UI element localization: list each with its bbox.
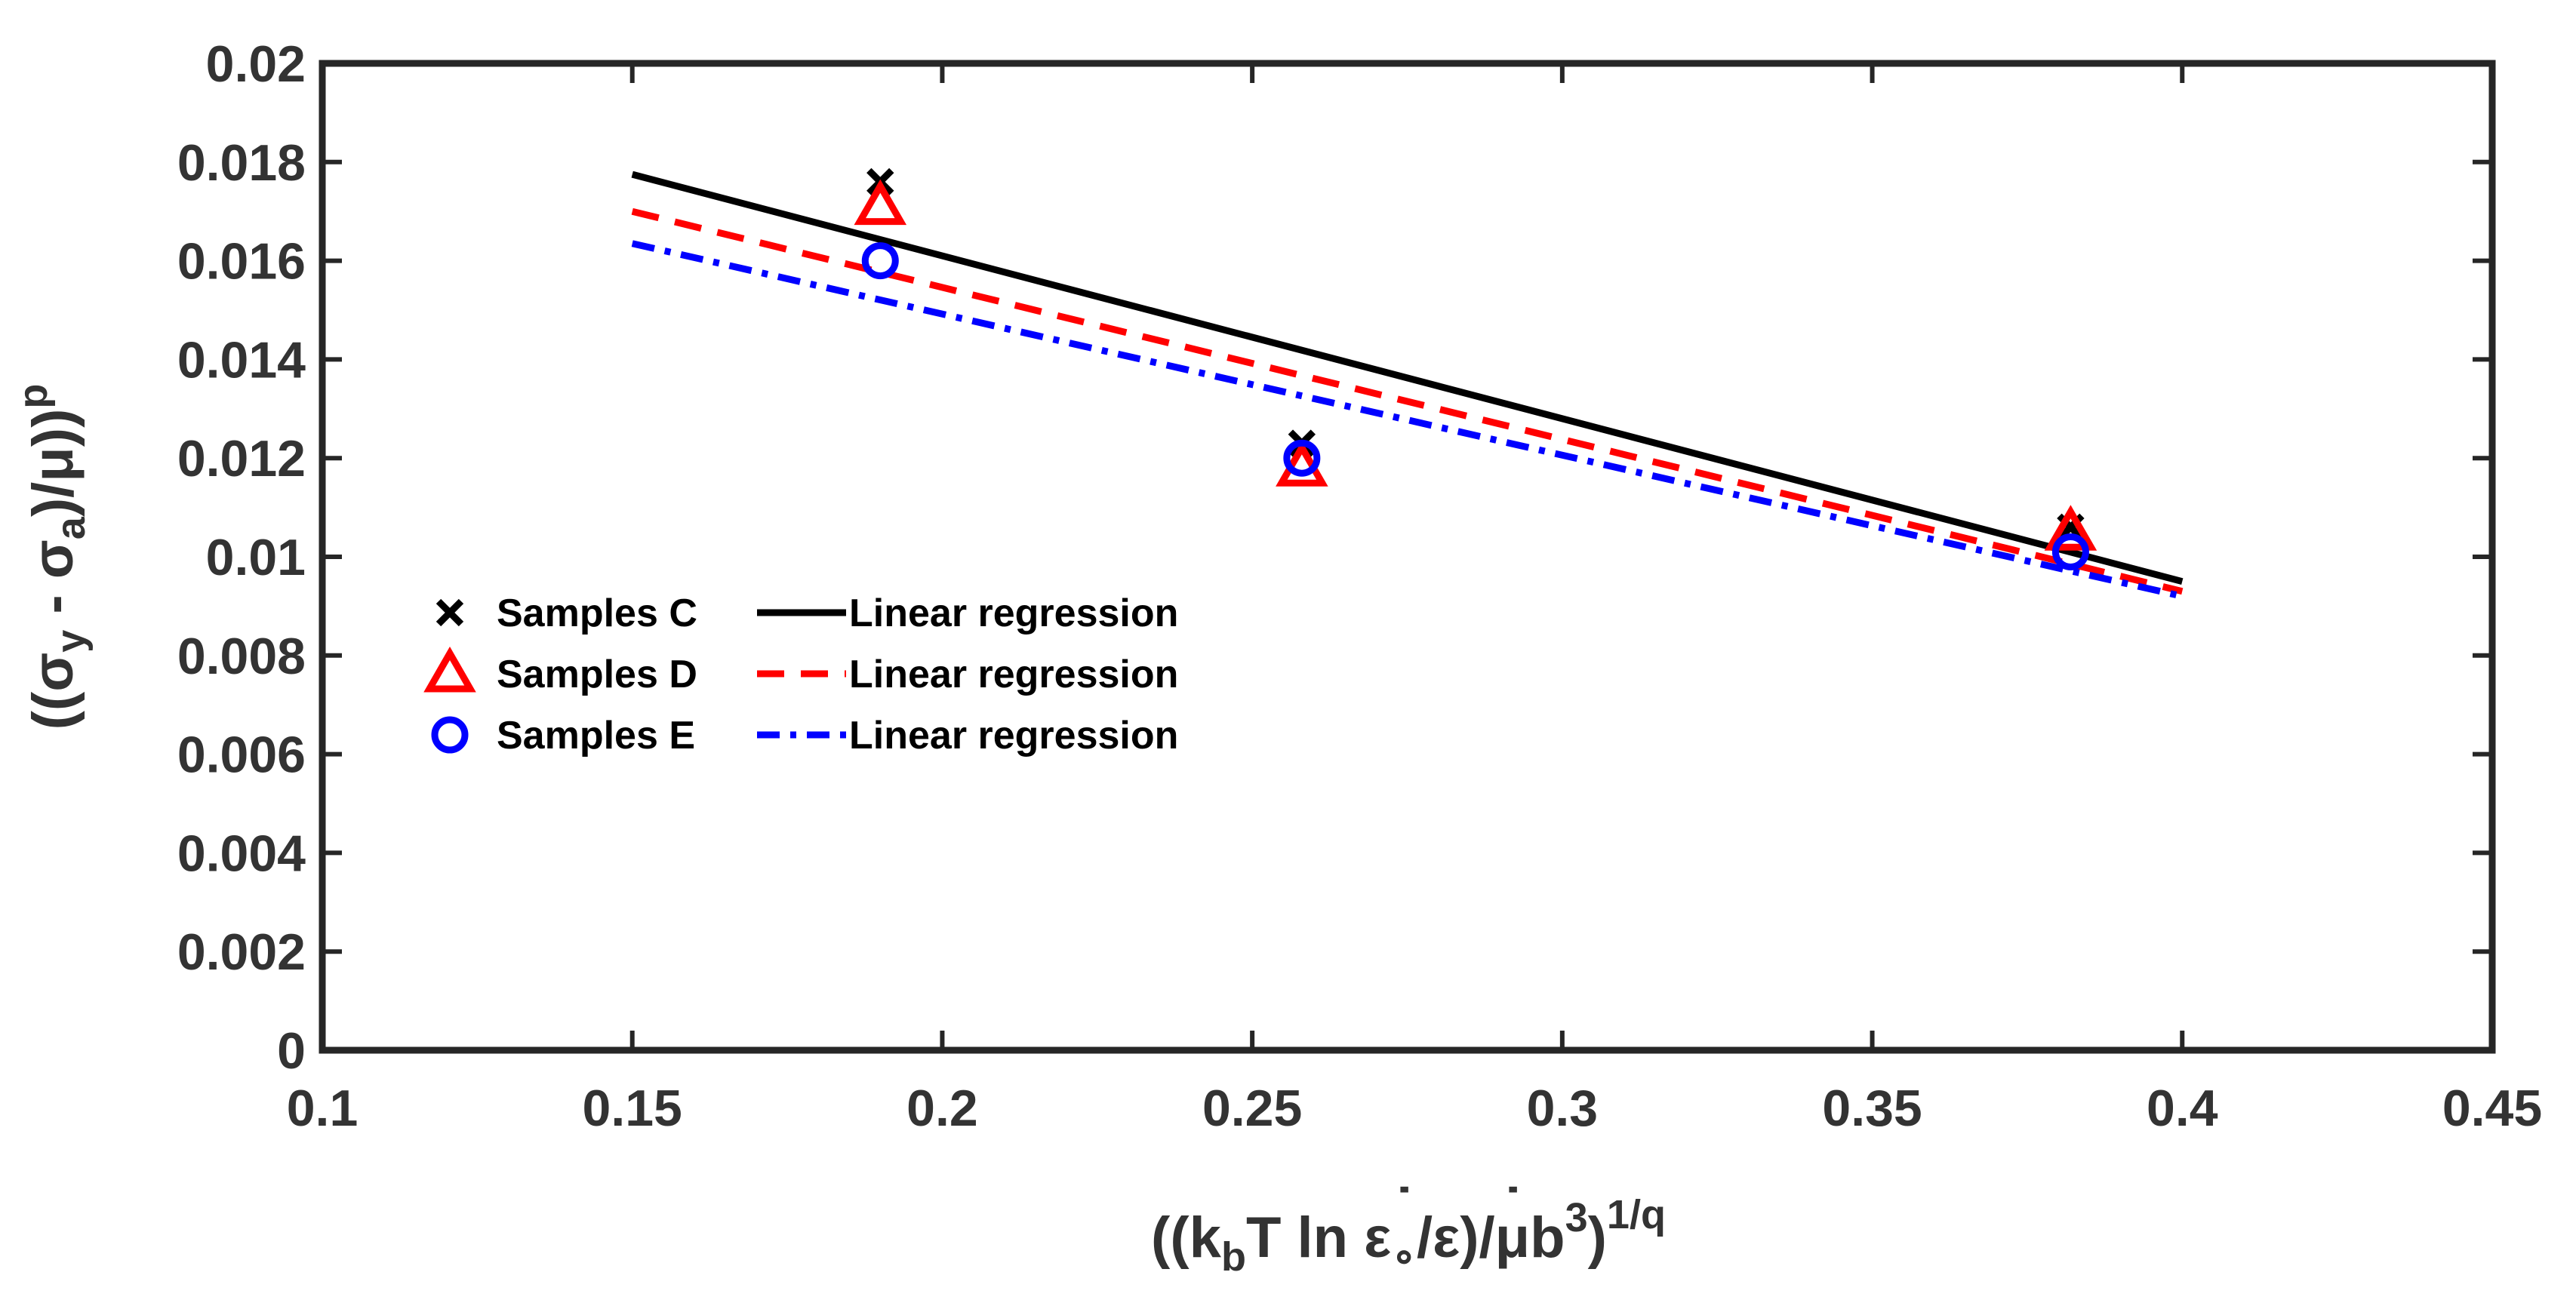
legend-label-fit-c: Linear regression: [849, 592, 1178, 635]
y-tick-label: 0.016: [177, 233, 306, 290]
legend-marker-samples-c: [435, 598, 464, 627]
legend-marker-samples-e: [431, 716, 469, 754]
y-tick-label: 0.004: [177, 825, 306, 882]
x-tick-label: 0.2: [906, 1080, 978, 1137]
data-markers: [854, 167, 2097, 570]
x-tick-label: 0.15: [583, 1080, 682, 1137]
legend-label-fit-e: Linear regression: [849, 714, 1178, 757]
y-tick-label: 0.006: [177, 727, 306, 784]
x-tick-label: 0.35: [1822, 1080, 1922, 1137]
x-axis-ticks: 0.1 0.15 0.2 0.25 0.3 0.35 0.4 0.45: [287, 63, 2542, 1137]
y-tick-label: 0.01: [206, 529, 306, 586]
y-axis-ticks: 0 0.002 0.004 0.006 0.008 0.01 0.012 0.014 0.016…: [177, 35, 2492, 1080]
legend-label-samples-d: Samples D: [497, 653, 697, 696]
legend-marker-shape: [431, 716, 469, 754]
legend-marker-shape: [435, 598, 464, 627]
data-point-samples-e: [1283, 439, 1321, 477]
legend-label-samples-c: Samples C: [497, 592, 697, 635]
data-point-samples-e: [2051, 533, 2089, 570]
y-axis-title: ((σy - σa)/μ))p: [11, 384, 94, 730]
y-tick-label: 0: [277, 1022, 306, 1080]
y-tick-label: 0.014: [177, 331, 306, 389]
y-tick-label: 0.002: [177, 923, 306, 981]
x-axis-title: ((kbT ln ε∘/ε)/μb3)1/q: [1151, 1192, 1666, 1280]
x-tick-label: 0.45: [2442, 1080, 2542, 1137]
y-tick-label: 0.018: [177, 134, 306, 192]
fit-line-samples-e: [631, 240, 2184, 600]
x-axis-title-dot-2: ˙: [1503, 1177, 1522, 1241]
legend-entry-samples-d: Samples D Linear regression: [423, 646, 1178, 696]
legend-marker-shape: [423, 646, 476, 693]
legend-entry-samples-c: Samples C Linear regression: [435, 592, 1178, 635]
y-tick-label: 0.008: [177, 628, 306, 685]
legend-entry-samples-e: Samples E Linear regression: [431, 714, 1178, 757]
legend-marker-samples-d: [423, 646, 476, 693]
legend-label-samples-e: Samples E: [497, 714, 695, 757]
x-axis-title-dot-1: ˙: [1395, 1177, 1414, 1241]
legend: Samples C Linear regression Samples D Li…: [423, 592, 1178, 757]
legend-label-fit-d: Linear regression: [849, 653, 1178, 696]
data-point-samples-d: [2044, 505, 2097, 551]
x-tick-label: 0.25: [1202, 1080, 1302, 1137]
x-tick-label: 0.4: [2147, 1080, 2218, 1137]
data-point-samples-e: [861, 242, 899, 280]
x-tick-label: 0.3: [1527, 1080, 1599, 1137]
y-tick-label: 0.012: [177, 430, 306, 487]
data-point-samples-d: [854, 179, 907, 226]
fit-line-samples-c: [631, 171, 2184, 585]
y-tick-label: 0.02: [206, 35, 306, 93]
x-tick-label: 0.1: [287, 1080, 359, 1137]
